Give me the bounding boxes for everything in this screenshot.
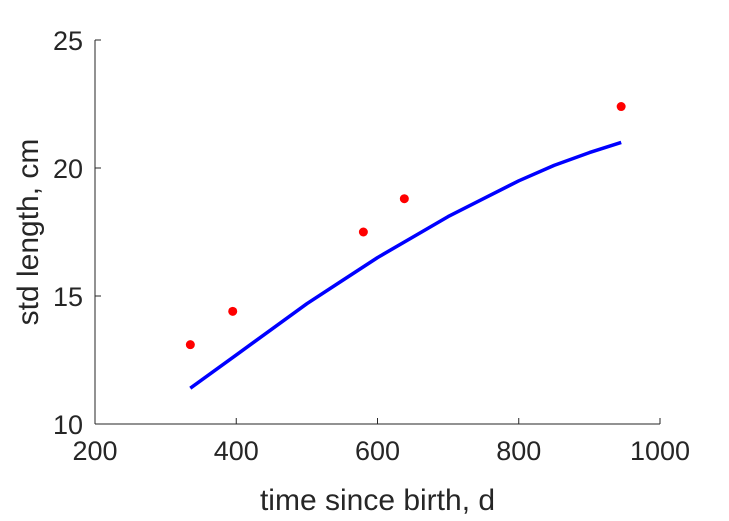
data-point (616, 102, 626, 112)
y-tick-label: 10 (53, 410, 83, 440)
y-tick-label: 20 (53, 154, 83, 184)
x-tick-label: 400 (214, 436, 259, 466)
y-tick-label: 25 (53, 26, 83, 56)
data-point (185, 340, 195, 350)
fit-line (189, 140, 622, 390)
data-point (228, 306, 238, 316)
axes (94, 40, 660, 425)
y-ticks: 10 15 20 25 (53, 26, 101, 440)
x-tick-label: 1000 (630, 436, 690, 466)
x-tick-label: 600 (355, 436, 400, 466)
x-ticks: 200 400 600 800 1000 (72, 418, 690, 466)
x-tick-label: 800 (496, 436, 541, 466)
plot-series (185, 102, 626, 390)
data-point (358, 227, 368, 237)
x-axis-label: time since birth, d (260, 484, 495, 517)
data-point (399, 194, 409, 204)
y-tick-label: 15 (53, 282, 83, 312)
x-tick-label: 200 (72, 436, 117, 466)
y-axis-label: std length, cm (12, 139, 45, 326)
